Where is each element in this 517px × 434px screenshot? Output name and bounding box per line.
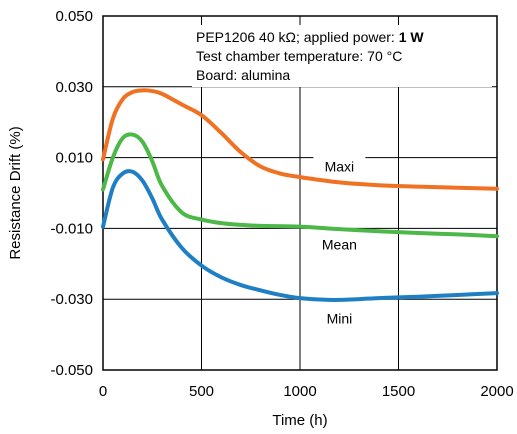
annotation-line-2: Test chamber temperature: 70 °C: [196, 48, 402, 64]
y-tick-label: -0.050: [50, 362, 93, 379]
x-axis-ticks: 0 500 1000 1500 2000: [99, 383, 514, 400]
annotation-line-1-text: PEP1206 40 kΩ; applied power:: [196, 29, 399, 45]
series-labels: Maxi Mean Mini: [313, 156, 366, 329]
series-line-mean: [101, 132, 499, 239]
series-label-background: [313, 156, 366, 177]
annotation-power-value: 1 W: [399, 29, 425, 45]
annotation-box: PEP1206 40 kΩ; applied power: 1 W Test c…: [192, 25, 492, 87]
annotation-line-1: PEP1206 40 kΩ; applied power: 1 W: [196, 29, 424, 45]
x-axis-label: Time (h): [272, 412, 327, 429]
y-tick-label: -0.010: [50, 220, 93, 237]
series-label-mean: Mean: [322, 236, 357, 252]
series-label-mini: Mini: [327, 311, 353, 327]
x-tick-label: 2000: [480, 383, 513, 400]
series-line-maxi: [101, 88, 499, 191]
series-label-maxi: Maxi: [325, 158, 355, 174]
y-tick-label: -0.030: [50, 291, 93, 308]
annotation-background: [192, 25, 492, 87]
y-tick-label: 0.010: [55, 150, 93, 167]
annotation-line-3: Board: alumina: [196, 67, 290, 83]
y-tick-label: 0.050: [55, 8, 93, 25]
y-axis-ticks: 0.050 0.030 0.010 -0.010 -0.030 -0.050: [50, 8, 93, 379]
x-tick-label: 500: [189, 383, 214, 400]
series-line-mini: [101, 169, 499, 302]
series-label-background: [313, 308, 366, 329]
series-lines: [101, 88, 499, 302]
x-tick-label: 0: [99, 383, 107, 400]
x-tick-label: 1500: [382, 383, 415, 400]
x-tick-label: 1000: [283, 383, 316, 400]
y-axis-label: Resistance Drift (%): [7, 126, 24, 259]
y-tick-label: 0.030: [55, 79, 93, 96]
series-label-background: [313, 234, 366, 255]
plot-frame: [102, 15, 498, 371]
